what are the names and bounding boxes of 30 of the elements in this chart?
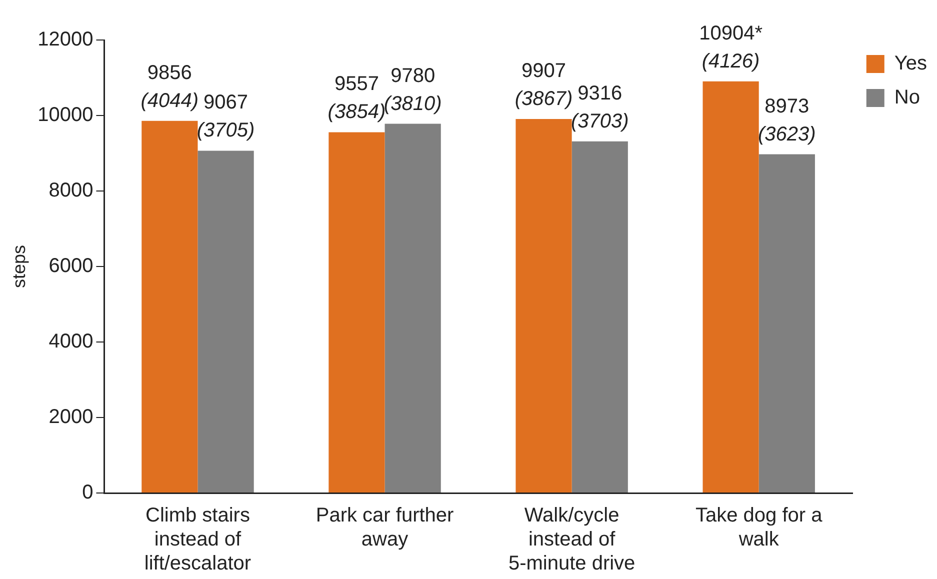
data-label: 8973 (3623) — [758, 95, 816, 146]
bar — [328, 132, 385, 492]
y-tick-label: 4000 — [48, 330, 94, 353]
bar — [572, 141, 628, 492]
legend-label: Yes — [894, 52, 928, 75]
data-label: 10904* (4126) — [699, 22, 763, 72]
data-label: 9316 (3703) — [570, 82, 629, 132]
y-tick-label: 6000 — [48, 255, 94, 278]
data-label: 9780 (3810) — [384, 64, 442, 115]
data-label: 9557 (3854) — [328, 73, 386, 124]
y-tick-label: 2000 — [48, 406, 94, 428]
data-label: 9907 (3867) — [514, 60, 573, 110]
y-tick-label: 12000 — [38, 28, 94, 51]
x-tick-label: Walk/cycle instead of 5-minute drive — [508, 504, 636, 575]
y-tick-label: 0 — [82, 482, 94, 504]
x-tick-label: Take dog for a walk — [695, 504, 824, 551]
bar — [142, 120, 198, 492]
y-axis-title: steps — [8, 244, 29, 288]
x-tick-label: Climb stairs instead of lift/escalator — [144, 504, 252, 575]
bar — [198, 150, 254, 492]
x-tick-label: Park car further away — [316, 504, 454, 551]
bar — [758, 154, 815, 492]
data-label: 9067 (3705) — [196, 92, 255, 142]
y-tick-label: 10000 — [38, 104, 94, 126]
legend-label: No — [894, 86, 920, 109]
bar — [516, 119, 572, 492]
bar — [702, 81, 759, 492]
y-tick-label: 8000 — [48, 180, 94, 202]
bar — [384, 124, 441, 492]
data-label: 9856 (4044) — [140, 62, 199, 112]
